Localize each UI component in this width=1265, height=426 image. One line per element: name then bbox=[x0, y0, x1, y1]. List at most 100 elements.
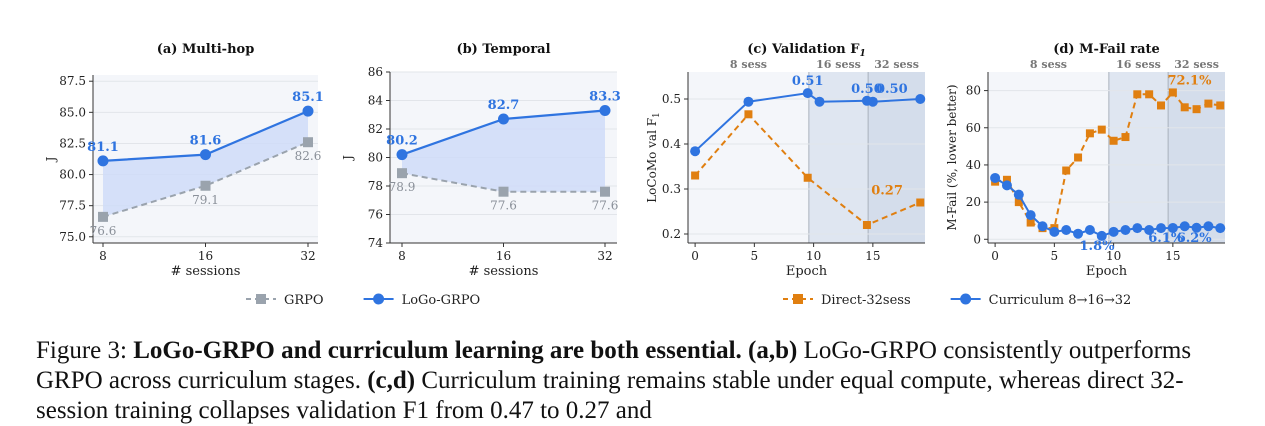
x-axis-label: Epoch bbox=[786, 264, 828, 279]
data-point bbox=[1179, 221, 1190, 232]
annotation-label: 0.50 bbox=[876, 82, 908, 97]
data-point bbox=[691, 171, 700, 180]
data-point bbox=[1062, 166, 1071, 175]
y-axis-label: J bbox=[44, 156, 58, 163]
data-label: 80.2 bbox=[386, 134, 418, 149]
data-point bbox=[1156, 223, 1167, 234]
stage-label: 8 sess bbox=[1030, 58, 1067, 71]
x-tick-label: 15 bbox=[1165, 249, 1180, 263]
data-point bbox=[1037, 221, 1048, 232]
chart-title: (c) Validation F1 bbox=[747, 42, 866, 59]
panel-2: 74 76 78 80 82 84 86 8 16 32 (b) Temporal # session… bbox=[341, 42, 621, 279]
annotation-label: 0.27 bbox=[871, 184, 903, 199]
data-point bbox=[1204, 99, 1213, 108]
caption-text-cd: Curriculum training remains stable under… bbox=[36, 367, 1184, 424]
x-tick-label: 0 bbox=[991, 249, 999, 263]
x-tick-label: 10 bbox=[806, 249, 821, 263]
data-point bbox=[396, 149, 408, 161]
data-point bbox=[397, 168, 407, 179]
x-tick-label: 16 bbox=[496, 249, 511, 263]
legend-marker bbox=[793, 294, 803, 304]
data-point bbox=[1026, 218, 1035, 227]
x-axis-label: Epoch bbox=[1086, 264, 1128, 279]
y-tick-label: 78 bbox=[368, 179, 383, 193]
stage-label: 16 sess bbox=[1116, 58, 1161, 71]
data-point bbox=[690, 146, 701, 157]
legend-marker bbox=[373, 293, 385, 305]
x-tick-label: 32 bbox=[597, 249, 612, 263]
y-tick-label: 85.0 bbox=[59, 105, 86, 119]
y-tick-label: 0 bbox=[973, 232, 981, 246]
figure-charts: 75.0 77.5 80.0 82.5 85.0 87.5 8 16 32 (a) Multi-h… bbox=[44, 42, 1226, 308]
x-tick-label: 10 bbox=[1106, 249, 1121, 263]
data-point bbox=[200, 149, 211, 161]
figure-caption: Figure 3: LoGo-GRPO and curriculum learn… bbox=[36, 336, 1236, 426]
data-point bbox=[1002, 175, 1011, 184]
legend-label: Direct-32sess bbox=[821, 293, 911, 308]
x-axis-label: # sessions bbox=[171, 264, 241, 279]
data-point bbox=[1133, 90, 1142, 99]
data-point bbox=[1120, 224, 1131, 235]
data-point bbox=[1013, 189, 1024, 200]
data-label: 82.7 bbox=[488, 98, 520, 113]
legend-label: LoGo-GRPO bbox=[402, 293, 481, 308]
data-point bbox=[303, 137, 313, 148]
y-tick-label: 76 bbox=[368, 208, 383, 222]
data-point bbox=[1145, 90, 1154, 99]
data-point bbox=[1049, 226, 1060, 237]
data-point bbox=[1121, 133, 1130, 142]
data-point bbox=[1167, 222, 1178, 233]
series-line-grpo bbox=[102, 141, 309, 218]
data-point bbox=[1157, 101, 1166, 110]
y-tick-label: 84 bbox=[368, 94, 384, 108]
data-label: 78.9 bbox=[389, 180, 416, 194]
annotation-label: 6.2% bbox=[1177, 231, 1213, 246]
y-tick-label: 80.0 bbox=[59, 168, 86, 182]
data-point bbox=[1180, 103, 1189, 112]
data-point bbox=[1192, 105, 1201, 114]
data-point bbox=[803, 173, 812, 182]
data-point bbox=[98, 211, 108, 222]
stage-label: 32 sess bbox=[1174, 58, 1219, 71]
data-point bbox=[743, 96, 754, 107]
data-point bbox=[1085, 129, 1094, 138]
data-point bbox=[802, 88, 813, 99]
y-tick-label: 80 bbox=[966, 84, 981, 98]
data-point bbox=[600, 186, 610, 197]
annotation-label: 0.51 bbox=[792, 74, 824, 89]
data-point bbox=[1203, 221, 1214, 232]
series-line bbox=[694, 112, 921, 227]
y-tick-label: 82.5 bbox=[59, 136, 86, 150]
x-axis-label: # sessions bbox=[469, 264, 539, 279]
y-tick-label: 0.3 bbox=[662, 182, 681, 196]
caption-bold-title: LoGo-GRPO and curriculum learning are bo… bbox=[133, 337, 742, 364]
legend-marker bbox=[960, 293, 972, 305]
annotation-label: 6.1% bbox=[1148, 231, 1184, 246]
x-tick-label: 8 bbox=[398, 249, 406, 263]
annotation-label: 1.8% bbox=[1080, 239, 1116, 254]
gap-fill bbox=[103, 111, 308, 217]
data-point bbox=[1084, 224, 1095, 235]
y-axis-label: LoCoMo val F1 bbox=[645, 112, 662, 203]
data-point bbox=[1109, 136, 1118, 145]
y-tick-label: 82 bbox=[368, 122, 383, 136]
data-point bbox=[1073, 228, 1084, 239]
data-label: 82.6 bbox=[295, 149, 322, 163]
y-tick-label: 75.0 bbox=[59, 230, 86, 244]
data-point bbox=[1191, 222, 1202, 233]
y-axis-label: M-Fail (%, lower better) bbox=[945, 84, 959, 230]
x-tick-label: 32 bbox=[300, 249, 315, 263]
y-tick-label: 60 bbox=[966, 121, 981, 135]
data-point bbox=[1168, 88, 1177, 97]
data-label: 77.6 bbox=[490, 199, 517, 213]
data-point bbox=[97, 155, 109, 167]
data-point bbox=[867, 96, 878, 107]
y-tick-label: 87.5 bbox=[59, 74, 86, 88]
y-tick-label: 40 bbox=[966, 158, 981, 172]
data-point bbox=[1132, 223, 1143, 234]
stage-band bbox=[1168, 72, 1225, 243]
data-point bbox=[814, 96, 825, 107]
caption-ref-ab: (a,b) bbox=[741, 337, 798, 364]
data-label: 81.1 bbox=[87, 140, 119, 155]
